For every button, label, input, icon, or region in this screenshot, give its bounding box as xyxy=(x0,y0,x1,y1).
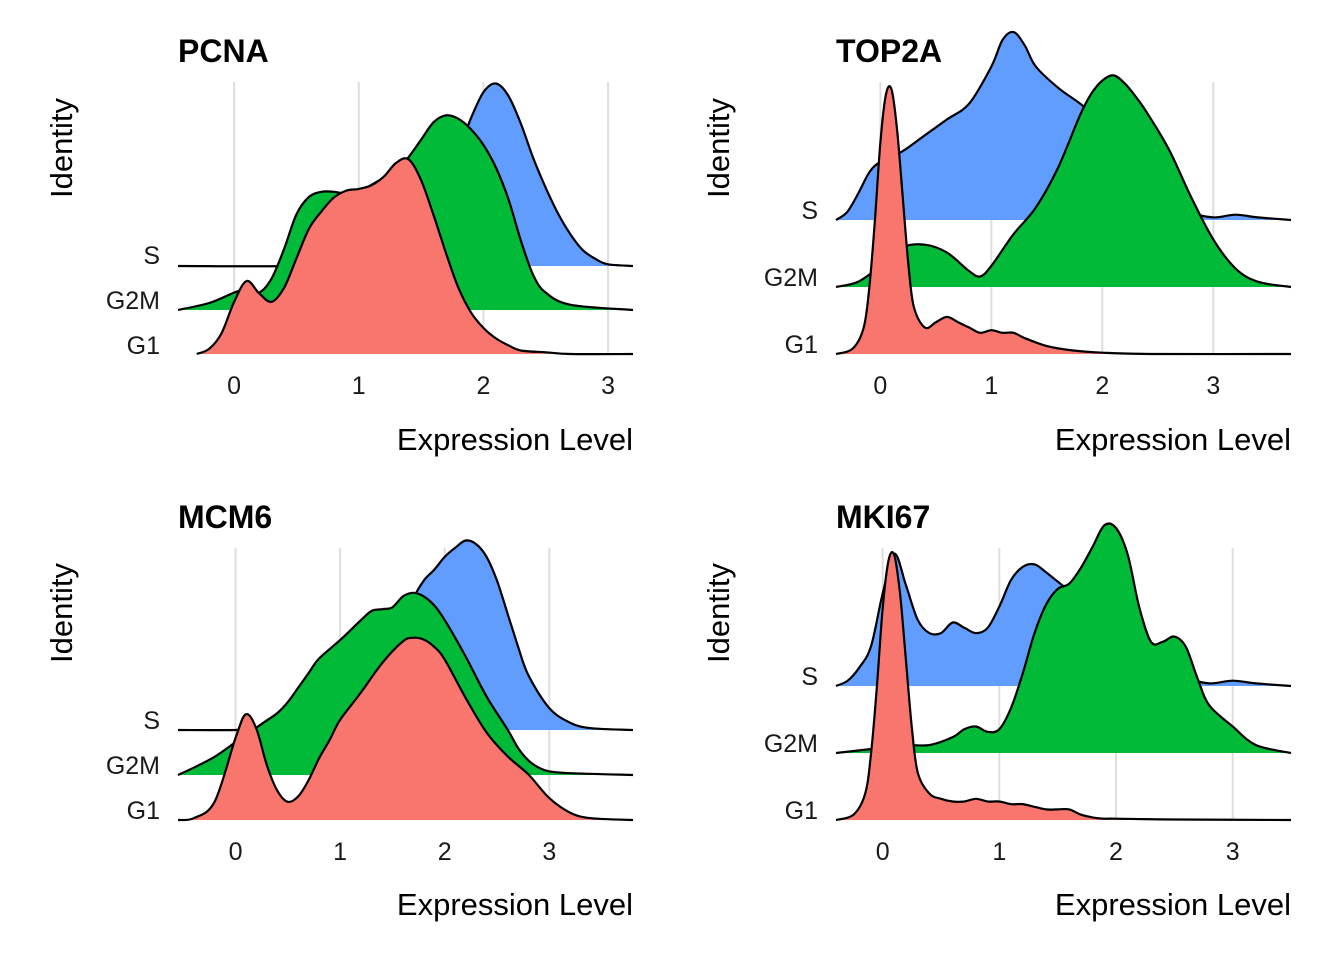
ridge-fill-s xyxy=(836,31,1291,220)
x-tick-label: 0 xyxy=(229,838,243,866)
y-axis-title: Identity xyxy=(701,98,736,198)
panel-title: MCM6 xyxy=(178,499,272,535)
panel-mki67: MKI67 Expression Level Identity S G2M G1… xyxy=(701,499,1292,922)
x-tick-label: 0 xyxy=(873,372,887,400)
ridge-outline-g1 xyxy=(177,636,634,822)
x-tick-label: 1 xyxy=(333,838,347,866)
panel-pcna: PCNA Expression Level Identity S G2M G1 … xyxy=(44,33,634,457)
x-tick-label: 0 xyxy=(876,838,890,866)
x-tick-label: 1 xyxy=(984,372,998,400)
ridge-fill-g1 xyxy=(196,158,633,355)
y-axis-title: Identity xyxy=(44,563,79,663)
x-tick-label: 3 xyxy=(601,372,615,400)
category-label-s: S xyxy=(143,242,160,270)
ridge-fill-g2m xyxy=(836,523,1291,753)
y-axis-title: Identity xyxy=(44,98,79,198)
category-label-g2m: G2M xyxy=(106,287,160,315)
ridge-outline-g2m xyxy=(835,74,1292,289)
category-label-g1: G1 xyxy=(127,332,160,360)
panel-title: PCNA xyxy=(178,33,269,69)
category-label-s: S xyxy=(801,197,818,225)
category-label-g2m: G2M xyxy=(764,264,818,292)
panel-mcm6: MCM6 Expression Level Identity S G2M G1 … xyxy=(44,499,634,922)
category-label-s: S xyxy=(143,707,160,735)
category-label-g1: G1 xyxy=(785,797,818,825)
x-tick-label: 1 xyxy=(352,372,366,400)
x-tick-label: 2 xyxy=(1109,838,1123,866)
ridge-fill-g1 xyxy=(836,86,1291,355)
ridge-fill-g1 xyxy=(178,637,633,821)
x-tick-label: 3 xyxy=(542,838,556,866)
x-axis-title: Expression Level xyxy=(397,887,633,922)
x-tick-label: 2 xyxy=(476,372,490,400)
panel-top2a: TOP2A Expression Level Identity S G2M G1… xyxy=(701,30,1292,457)
x-axis-title: Expression Level xyxy=(397,422,633,457)
ridge-outline-g2m xyxy=(835,522,1292,755)
x-axis-title: Expression Level xyxy=(1055,887,1291,922)
x-tick-label: 3 xyxy=(1226,838,1240,866)
ridge-fill-g1 xyxy=(836,552,1291,820)
category-label-g1: G1 xyxy=(785,331,818,359)
panel-title: TOP2A xyxy=(836,33,942,69)
x-tick-label: 3 xyxy=(1206,372,1220,400)
ridge-outline-g1 xyxy=(196,157,634,356)
ridge-fill-s xyxy=(178,83,633,267)
x-tick-label: 1 xyxy=(992,838,1006,866)
y-axis-title: Identity xyxy=(701,563,736,663)
category-label-g1: G1 xyxy=(127,797,160,825)
panel-title: MKI67 xyxy=(836,499,930,535)
ridge-outline-g1 xyxy=(835,551,1292,822)
x-tick-label: 2 xyxy=(438,838,452,866)
category-label-g2m: G2M xyxy=(764,730,818,758)
ridge-fill-g2m xyxy=(836,75,1291,288)
ridge-outline-g1 xyxy=(835,85,1292,356)
x-axis-title: Expression Level xyxy=(1055,422,1291,457)
x-tick-label: 2 xyxy=(1095,372,1109,400)
x-tick-label: 0 xyxy=(227,372,241,400)
category-label-g2m: G2M xyxy=(106,752,160,780)
category-label-s: S xyxy=(801,663,818,691)
